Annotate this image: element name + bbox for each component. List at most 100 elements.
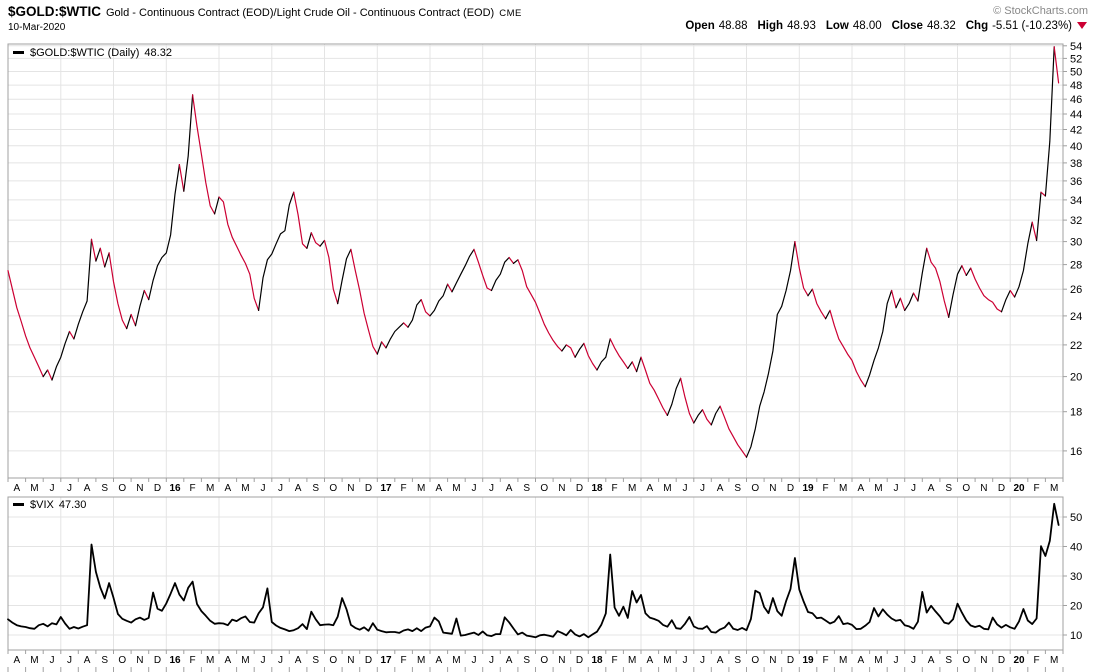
x-tick-label: O: [540, 483, 548, 494]
x-tick-label: O: [751, 483, 759, 494]
low-value: 48.00: [852, 20, 882, 32]
y-tick-label: 52: [1070, 53, 1082, 65]
gold-wtic-line-up: [895, 297, 901, 309]
gold-wtic-grid: [8, 44, 1063, 478]
main-legend-value: 48.32: [144, 47, 172, 59]
gold-wtic-line-down: [68, 330, 75, 340]
ohlc-quote-row: Open 48.88 High 48.93 Low 48.00 Close 48.32 Chg -…: [685, 20, 1087, 32]
x-tick-label: O: [329, 655, 337, 666]
x-tick-label: F: [823, 655, 829, 666]
x-tick-label: A: [84, 483, 91, 494]
gold-wtic-line-up: [337, 248, 352, 305]
x-tick-label: J: [261, 655, 266, 666]
x-tick-label: N: [347, 483, 354, 494]
x-tick-label: J: [683, 483, 688, 494]
x-tick-label: O: [540, 655, 548, 666]
close-value: 48.32: [926, 20, 956, 32]
gold-wtic-line-up: [1000, 289, 1011, 313]
x-tick-label: D: [576, 655, 583, 666]
x-tick-label: A: [295, 483, 302, 494]
gold-wtic-line-up: [306, 232, 312, 249]
vix-legend-value: 47.30: [58, 499, 87, 511]
y-tick-label: 22: [1070, 340, 1082, 352]
gold-wtic-line-up: [183, 94, 194, 192]
gold-wtic-line-up: [490, 256, 510, 292]
x-tick-label: J: [50, 483, 55, 494]
x-tick-label: M: [839, 655, 847, 666]
main-legend-label: $GOLD:$WTIC (Daily): [30, 47, 140, 59]
gold-wtic-x-axis-labels: A M J J A S O N D 16 F M A M J J A S O N D 17 F M A M J J A S O N D 18 F M A…: [13, 483, 1058, 494]
x-tick-label: M: [663, 655, 671, 666]
gold-wtic-month-ticks: [7, 478, 1064, 482]
x-tick-label: F: [190, 483, 196, 494]
x-tick-label: J: [278, 655, 283, 666]
x-tick-label: J: [894, 483, 899, 494]
gold-wtic-line-down: [829, 309, 866, 388]
x-tick-label: N: [136, 655, 143, 666]
x-tick-label: D: [998, 483, 1005, 494]
x-tick-label: D: [154, 483, 161, 494]
x-tick-label: A: [295, 655, 302, 666]
y-tick-label: 46: [1070, 94, 1082, 106]
gold-wtic-line-up: [1044, 46, 1055, 197]
y-tick-label: 36: [1070, 176, 1082, 188]
vix-x-axis-labels: A M J J A S O N D 16 F M A M J J A S O N D 17 F M A M J J A S O N D 18 F M A…: [13, 655, 1058, 666]
gold-wtic-line-down: [583, 342, 598, 371]
chg-value: -5.51 (-10.23%): [992, 20, 1072, 32]
y-tick-label: 34: [1070, 195, 1082, 207]
gold-wtic-line-down: [178, 164, 185, 192]
x-tick-label: F: [1034, 483, 1040, 494]
x-tick-label: A: [717, 655, 724, 666]
x-tick-label: D: [154, 655, 161, 666]
open-value: 48.88: [718, 20, 748, 32]
down-triangle-icon: [1077, 22, 1087, 29]
x-tick-label: A: [857, 655, 864, 666]
gold-wtic-line-up: [596, 338, 611, 371]
gold-wtic-line-down: [473, 248, 493, 292]
chart-date: 10-Mar-2020: [8, 22, 66, 33]
gold-wtic-line-up: [148, 164, 180, 301]
x-tick-label: M: [452, 655, 460, 666]
x-tick-label: J: [67, 483, 72, 494]
x-tick-label: 17: [380, 655, 392, 666]
x-tick-label: M: [30, 483, 38, 494]
gold-wtic-line-down: [1040, 191, 1046, 197]
gold-wtic-line-down: [47, 369, 53, 381]
x-tick-label: N: [558, 655, 565, 666]
x-tick-label: 17: [380, 483, 392, 494]
gold-wtic-line-up: [95, 247, 101, 262]
y-tick-label: 28: [1070, 260, 1082, 272]
x-tick-label: J: [700, 655, 705, 666]
vix-grid: [8, 497, 1063, 650]
gold-wtic-line-down: [108, 252, 128, 330]
x-tick-label: S: [945, 655, 952, 666]
x-tick-label: O: [118, 483, 126, 494]
x-tick-label: 16: [169, 655, 181, 666]
gold-wtic-line-up: [917, 247, 928, 302]
gold-wtic-line-down: [899, 297, 906, 311]
gold-wtic-line-down: [926, 247, 950, 318]
gold-wtic-line-down: [403, 322, 409, 328]
symbol-description: Gold - Continuous Contract (EOD)/Light C…: [106, 7, 495, 19]
gold-wtic-line-up: [429, 283, 449, 317]
x-tick-label: J: [472, 483, 477, 494]
x-tick-label: N: [980, 483, 987, 494]
gold-wtic-line-up: [319, 239, 326, 247]
x-tick-label: 20: [1013, 483, 1025, 494]
x-tick-label: O: [962, 655, 970, 666]
gold-wtic-line-down: [192, 94, 216, 215]
x-tick-label: J: [683, 655, 688, 666]
vix-month-ticks: [7, 650, 1064, 672]
gold-wtic-series: [7, 46, 1060, 458]
gold-wtic-line-down: [130, 313, 137, 327]
x-tick-label: M: [30, 655, 38, 666]
x-tick-label: O: [962, 483, 970, 494]
series-swatch-icon: [13, 50, 24, 54]
gold-wtic-line-up: [126, 313, 132, 330]
gold-wtic-line-down: [912, 292, 919, 302]
x-tick-label: M: [1050, 483, 1058, 494]
x-tick-label: D: [787, 655, 794, 666]
y-tick-label: 24: [1070, 311, 1082, 323]
x-tick-label: J: [50, 655, 55, 666]
